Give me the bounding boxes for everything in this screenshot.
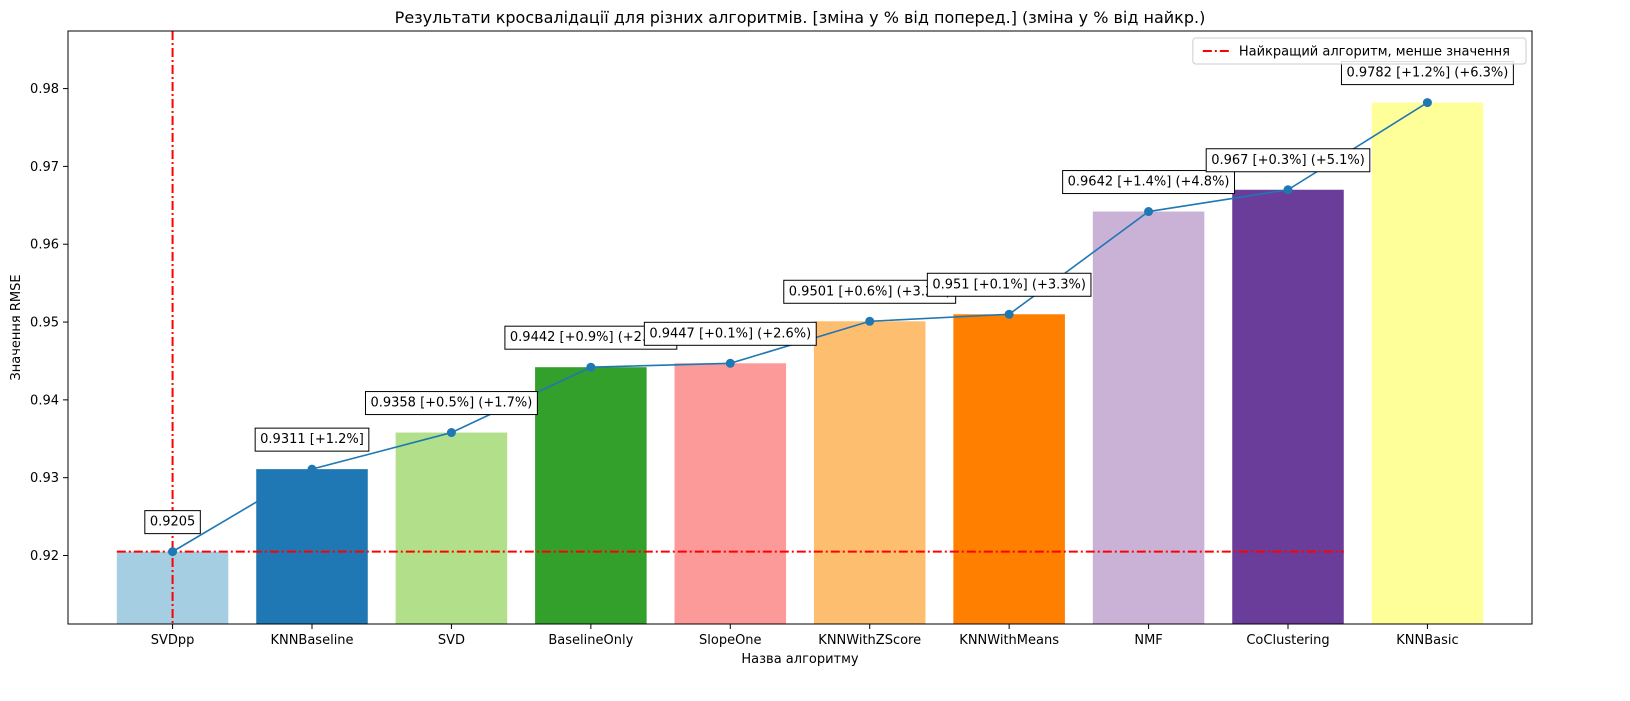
x-tick-label: KNNWithMeans bbox=[959, 633, 1059, 648]
point-SVD bbox=[446, 428, 456, 438]
annotations-layer: 0.9205 0.9311 [+1.2%] 0.9358 [+0.5%] (+1.7… bbox=[144, 61, 1514, 535]
point-BaselineOnly bbox=[586, 362, 596, 372]
annotation-box bbox=[1205, 148, 1371, 173]
annotation-KNNWithZScore: 0.9501 [+0.6%] (+3.2%) bbox=[783, 279, 957, 304]
point-NMF bbox=[1144, 207, 1154, 217]
bar-KNNBaseline bbox=[256, 469, 368, 624]
bar-SVD bbox=[395, 432, 508, 624]
point-KNNWithMeans bbox=[1004, 309, 1014, 319]
bars-layer bbox=[116, 102, 1484, 624]
legend-label: Найкращий алгоритм, менше значення bbox=[1239, 45, 1510, 60]
annotation-box bbox=[1062, 170, 1236, 195]
x-tick-label: SVD bbox=[438, 633, 465, 648]
x-tick-label: CoClustering bbox=[1246, 633, 1329, 648]
x-tick-label: KNNBasic bbox=[1396, 633, 1458, 648]
y-tick-label: 0.93 bbox=[30, 471, 59, 486]
plot-frame bbox=[67, 30, 1533, 625]
annotation-text: 0.9447 [+0.1%] (+2.6%) bbox=[649, 326, 811, 341]
y-axis: 0.92 0.93 0.94 0.95 0.96 0.97 0.98 bbox=[30, 82, 68, 564]
legend: Найкращий алгоритм, менше значення bbox=[1192, 37, 1527, 65]
annotation-NMF: 0.9642 [+1.4%] (+4.8%) bbox=[1062, 170, 1236, 195]
point-CoClustering bbox=[1283, 185, 1293, 195]
annotation-box bbox=[254, 427, 370, 452]
legend-box bbox=[1192, 37, 1527, 65]
annotation-KNNBasic: 0.9782 [+1.2%] (+6.3%) bbox=[1340, 61, 1514, 86]
chart-title: Результати кросвалідації для різних алго… bbox=[395, 8, 1206, 27]
annotation-SVD: 0.9358 [+0.5%] (+1.7%) bbox=[364, 391, 538, 416]
annotation-text: 0.951 [+0.1%] (+3.3%) bbox=[932, 277, 1086, 292]
bar-KNNWithMeans bbox=[953, 314, 1065, 624]
x-tick-label: SlopeOne bbox=[699, 633, 762, 648]
annotation-SVDpp: 0.9205 bbox=[144, 510, 201, 535]
point-KNNBasic bbox=[1422, 98, 1432, 108]
x-tick-label: KNNWithZScore bbox=[818, 633, 921, 648]
y-tick-label: 0.97 bbox=[30, 160, 59, 175]
annotation-box bbox=[144, 510, 201, 535]
annotation-text: 0.9501 [+0.6%] (+3.2%) bbox=[789, 284, 951, 299]
x-tick-label: NMF bbox=[1134, 633, 1162, 648]
annotation-KNNWithMeans: 0.951 [+0.1%] (+3.3%) bbox=[926, 272, 1092, 297]
annotation-text: 0.9358 [+0.5%] (+1.7%) bbox=[370, 396, 532, 411]
y-tick-label: 0.98 bbox=[30, 82, 59, 97]
annotation-BaselineOnly: 0.9442 [+0.9%] (+2.6%) bbox=[504, 325, 678, 350]
y-tick-label: 0.96 bbox=[30, 238, 59, 253]
annotation-box bbox=[643, 321, 817, 346]
bar-KNNWithZScore bbox=[813, 321, 926, 624]
point-KNNWithZScore bbox=[865, 316, 875, 326]
annotation-CoClustering: 0.967 [+0.3%] (+5.1%) bbox=[1205, 148, 1371, 173]
bar-KNNBasic bbox=[1371, 102, 1484, 624]
bar-NMF bbox=[1092, 211, 1205, 624]
x-tick-label: KNNBaseline bbox=[270, 633, 353, 648]
annotation-text: 0.9642 [+1.4%] (+4.8%) bbox=[1068, 175, 1230, 190]
y-tick-label: 0.92 bbox=[30, 549, 59, 564]
x-axis: SVDpp KNNBaseline SVD BaselineOnly SlopeOne K… bbox=[151, 624, 1459, 648]
point-SlopeOne bbox=[725, 358, 735, 368]
x-tick-label: SVDpp bbox=[151, 633, 195, 648]
annotation-text: 0.9205 bbox=[150, 515, 196, 530]
bar-CoClustering bbox=[1232, 189, 1344, 624]
bar-SlopeOne bbox=[674, 363, 787, 624]
bar-BaselineOnly bbox=[535, 367, 647, 624]
annotation-box bbox=[364, 391, 538, 416]
x-axis-label: Назва алгоритму bbox=[741, 652, 859, 667]
annotation-text: 0.9311 [+1.2%] bbox=[260, 432, 364, 447]
annotation-text: 0.9442 [+0.9%] (+2.6%) bbox=[510, 330, 672, 345]
y-tick-label: 0.95 bbox=[30, 316, 59, 331]
x-tick-label: BaselineOnly bbox=[548, 633, 633, 648]
annotation-text: 0.9782 [+1.2%] (+6.3%) bbox=[1346, 66, 1508, 81]
annotation-KNNBaseline: 0.9311 [+1.2%] bbox=[254, 427, 370, 452]
annotation-box bbox=[926, 272, 1092, 297]
point-KNNBaseline bbox=[307, 464, 317, 474]
annotation-text: 0.967 [+0.3%] (+5.1%) bbox=[1211, 153, 1365, 168]
y-axis-label: Значення RMSE bbox=[9, 274, 24, 380]
annotation-SlopeOne: 0.9447 [+0.1%] (+2.6%) bbox=[643, 321, 817, 346]
point-SVDpp bbox=[168, 547, 178, 557]
y-tick-label: 0.94 bbox=[30, 393, 59, 408]
